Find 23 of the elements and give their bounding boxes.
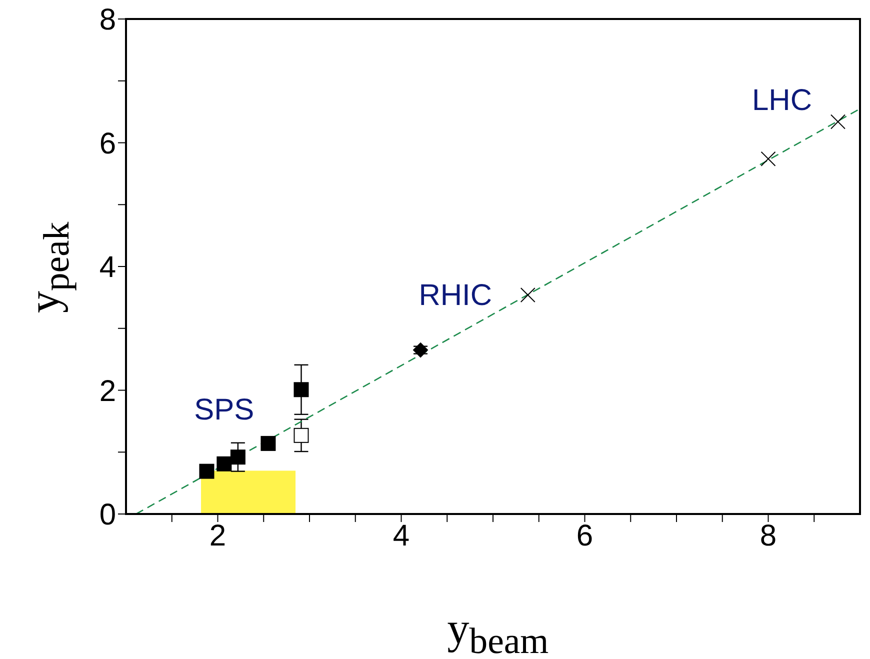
annotation: LHC — [752, 84, 812, 118]
x-tick-label: 8 — [760, 519, 777, 552]
y-tick-label: 2 — [99, 374, 116, 408]
y-tick-label: 4 — [99, 251, 116, 284]
annotation: RHIC — [418, 278, 492, 312]
point — [260, 436, 276, 451]
annotation: SPS — [194, 393, 254, 426]
x-tick-label: 2 — [209, 519, 226, 552]
x-axis-title: y$_{beam}$ — [446, 603, 550, 659]
point — [216, 456, 232, 472]
point — [294, 382, 309, 398]
point — [830, 114, 846, 130]
point — [413, 342, 428, 358]
y-tick-label: 0 — [99, 498, 116, 532]
x-tick-label: 4 — [392, 519, 410, 552]
point — [760, 151, 776, 166]
x-tick-label: 6 — [576, 519, 594, 552]
y-tick-label: 8 — [99, 4, 116, 37]
point — [294, 428, 309, 443]
point — [520, 287, 536, 302]
point — [230, 450, 246, 465]
point — [199, 464, 214, 479]
y-tick-label: 6 — [99, 127, 116, 160]
